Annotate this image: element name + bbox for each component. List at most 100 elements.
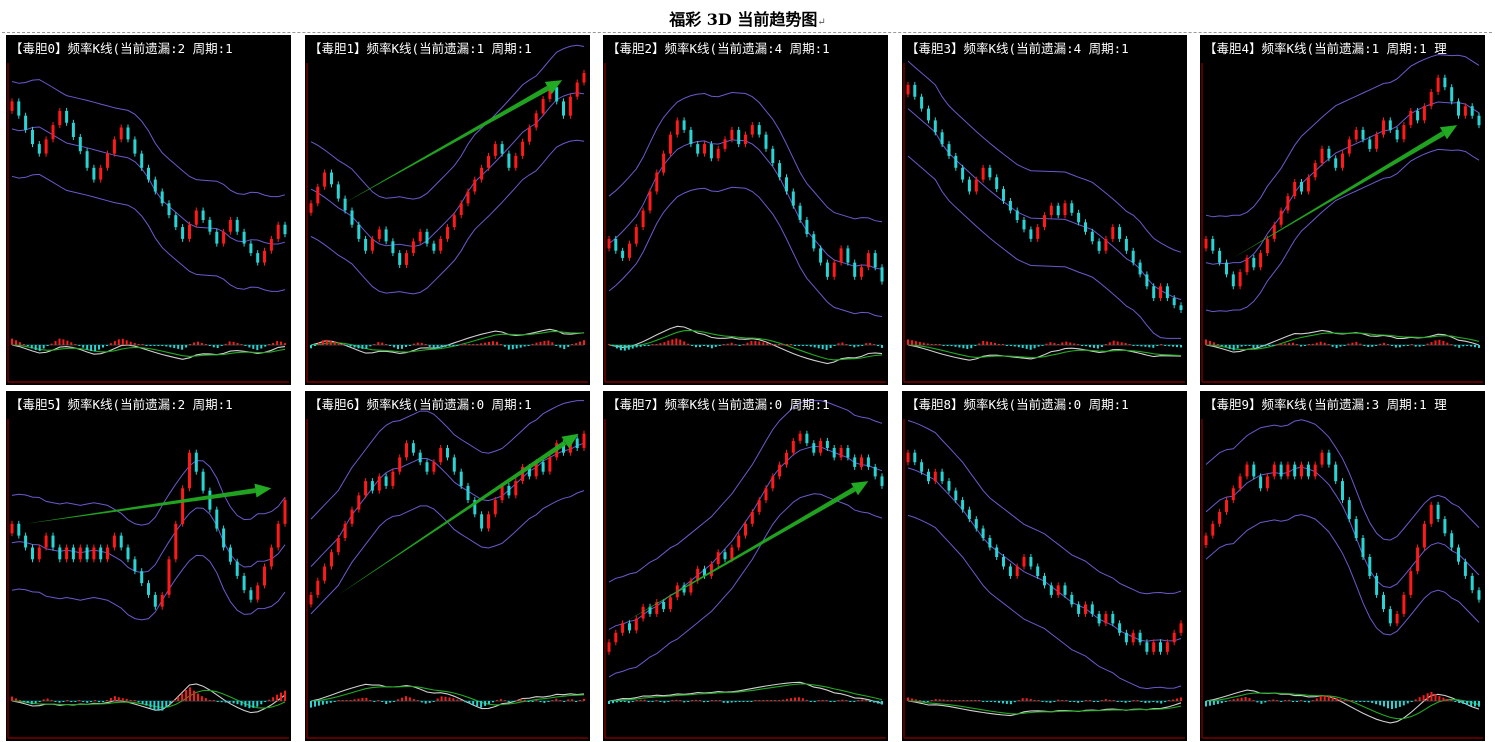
macd-bar [970,345,973,349]
macd-bar [488,701,490,704]
macd-bar [280,692,282,701]
macd-bar [994,343,996,345]
macd-bar [907,697,909,701]
macd-bar [1335,345,1338,349]
macd-bar [125,698,128,701]
macd-bar [718,345,721,346]
macd-bar [1248,345,1251,346]
macd-bar [1264,701,1267,703]
macd-bar [926,343,929,345]
macd-bar [314,345,316,346]
macd-bar [1383,342,1385,345]
macd-bar [998,343,1000,345]
macd-bar [623,345,626,351]
macd-bar [710,700,713,701]
macd-bar [38,701,41,702]
macd-bar [393,345,396,348]
macd-bar [1148,345,1151,348]
macd-bar [801,345,804,346]
macd-bar [722,701,725,703]
macd-bar [1387,701,1389,709]
macd-bar [157,345,160,346]
macd-bar [1426,343,1429,345]
macd-bar [1402,701,1405,706]
macd-bar [583,340,585,345]
macd-bar [881,345,883,348]
macd-bar [699,700,701,701]
macd-bar [998,701,1000,703]
macd-bar [448,345,451,347]
return-mark-icon: ↵ [817,17,826,28]
macd-bar [695,345,697,348]
macd-bar [503,700,506,701]
macd-bar [228,341,231,345]
macd-bar [1096,701,1099,702]
macd-bar [1355,701,1358,702]
macd-bar [432,701,435,702]
panel-title: 【毒胆3】频率K线(当前遗漏:4 周期:1 [906,41,1129,56]
macd-bar [1232,699,1235,701]
macd-bar [881,701,883,705]
macd-bar [841,699,844,701]
macd-bar [141,344,144,345]
macd-bar [1112,340,1115,345]
macd-bar [575,343,578,345]
macd-bar [1284,343,1287,345]
band-upper-line [608,91,883,223]
macd-bar [220,345,223,346]
macd-bar [837,700,840,701]
band-upper-line [310,44,585,200]
macd-bar [1446,342,1449,345]
macd-bar [750,341,753,345]
macd-bar [1280,343,1283,345]
trend-chart-4 [1201,54,1483,383]
macd-bar [612,345,614,347]
macd-bar [1140,345,1143,347]
macd-bar [480,701,483,708]
macd-bar [1260,701,1263,704]
macd-bar [11,338,13,345]
trend-arrow-shaft [622,487,856,624]
macd-bar [1296,701,1298,702]
macd-bar [970,700,973,701]
macd-bar [954,345,957,347]
macd-bar [1128,701,1131,702]
macd-bar [193,342,195,345]
macd-bar [683,701,686,703]
macd-bar [507,345,510,350]
macd-bar [647,701,650,702]
trend-chart-8 [903,419,1185,739]
macd-bar [1414,345,1417,347]
macd-bar [623,701,626,702]
macd-bar [1053,701,1056,702]
macd-bar [519,345,522,348]
macd-bar [503,345,506,347]
macd-bar [212,700,215,701]
macd-bar [369,345,372,347]
macd-bar [153,345,156,346]
trend-panel-5: 【毒胆5】频率K线(当前遗漏:2 周期:1 [6,391,291,741]
macd-bar [161,345,164,346]
macd-bar [845,344,848,345]
macd-bar [1116,341,1119,345]
macd-bar [1124,343,1127,345]
macd-bar [1013,345,1016,347]
macd-bar [1156,701,1159,703]
macd-bar [248,701,251,709]
macd-bar [1398,701,1401,707]
macd-bar [873,344,876,345]
macd-bar [1252,700,1255,701]
macd-bar [1002,344,1004,345]
macd-bar [726,701,729,704]
macd-bar [547,340,550,345]
macd-bar [639,345,642,347]
macd-bar [857,345,860,347]
macd-bar [1454,701,1457,702]
macd-bar [1256,701,1259,703]
macd-bar [817,700,820,701]
macd-bar [1120,701,1123,702]
macd-bar [790,698,792,701]
macd-bar [58,338,61,345]
macd-bar [631,345,634,349]
macd-bar [1041,345,1044,346]
